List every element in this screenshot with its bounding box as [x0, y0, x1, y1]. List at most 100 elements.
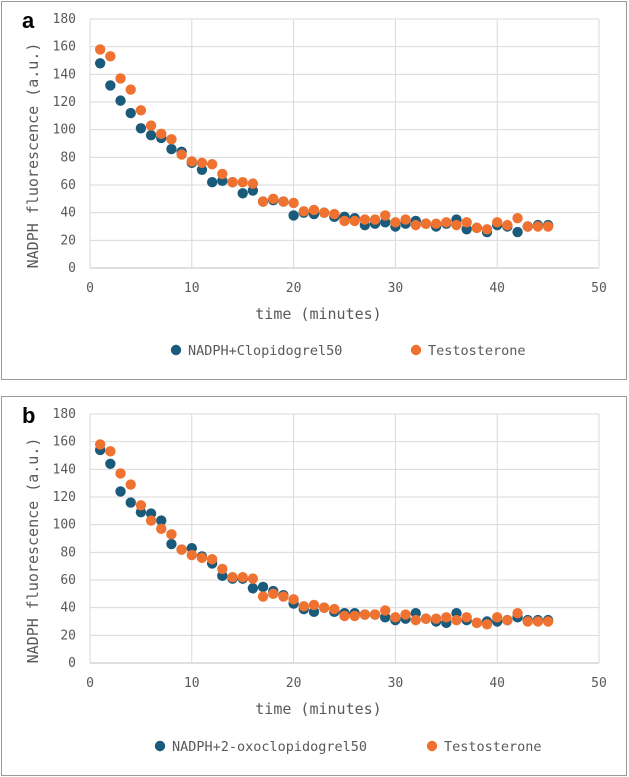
y-tick-label: 120	[53, 95, 76, 110]
data-point-series-2	[237, 572, 248, 583]
scatter-chart-b: 0 20 40 60 80 100 120 140 160 180 0 10 20 30 40 50 time …	[24, 407, 607, 755]
y-tick-label: 180	[53, 12, 76, 27]
data-point-series-2	[115, 468, 126, 479]
legend-label: Testosterone	[428, 343, 526, 359]
data-point-series-2	[430, 218, 442, 229]
data-point-series-2	[420, 613, 432, 624]
legend-marker	[410, 344, 422, 356]
data-point-series-2	[166, 529, 177, 540]
data-point-series-2	[247, 573, 259, 584]
data-point-series-2	[115, 73, 126, 84]
y-tick-label: 160	[53, 435, 76, 450]
data-point-series-2	[390, 217, 401, 228]
data-point-series-2	[542, 221, 554, 232]
data-point-series-2	[176, 544, 187, 555]
x-tick-label: 50	[591, 281, 607, 296]
data-point-series-2	[278, 591, 289, 602]
legend-marker	[170, 344, 182, 356]
data-point-series-2	[492, 217, 503, 228]
data-point-series-2	[512, 608, 523, 619]
data-point-series-2	[105, 446, 116, 457]
data-point-series-2	[532, 221, 544, 232]
data-point-series-2	[186, 156, 197, 167]
data-point-series-1	[257, 581, 269, 593]
legend-marker	[426, 740, 438, 752]
data-point-series-2	[186, 549, 197, 561]
data-point-series-1	[512, 226, 523, 238]
data-point-series-2	[461, 217, 472, 228]
data-point-series-2	[257, 591, 269, 602]
data-point-series-2	[380, 210, 391, 221]
data-point-series-1	[105, 458, 116, 469]
data-point-series-1	[115, 95, 126, 106]
data-point-series-2	[390, 612, 401, 623]
data-point-series-2	[502, 614, 513, 626]
legend-label: Testosterone	[444, 739, 542, 755]
y-tick-label: 20	[60, 628, 76, 643]
data-point-series-2	[268, 193, 279, 205]
data-point-series-2	[532, 616, 544, 627]
data-point-series-1	[145, 130, 157, 141]
data-point-series-2	[400, 214, 411, 225]
x-axis-title: time (minutes)	[255, 305, 381, 323]
chart-panel-a: a 0 20 40 60 80 100 120 140 160 180 0 10 20 30 40 50 tim…	[1, 1, 627, 380]
scatter-chart-a: 0 20 40 60 80 100 120 140 160 180 0 10 20 30 40 50 time …	[24, 12, 607, 359]
data-point-series-2	[176, 149, 187, 160]
data-point-series-1	[94, 58, 106, 69]
data-point-series-2	[268, 588, 279, 600]
data-point-series-2	[410, 219, 421, 231]
y-tick-label: 100	[53, 123, 76, 138]
x-tick-label: 10	[184, 676, 200, 691]
data-point-series-2	[329, 603, 340, 615]
x-tick-label: 40	[489, 676, 505, 691]
x-tick-label: 20	[286, 676, 302, 691]
data-point-series-2	[145, 120, 157, 131]
y-tick-label: 60	[60, 573, 76, 588]
data-point-series-2	[359, 609, 371, 620]
y-tick-label: 80	[60, 545, 76, 560]
data-point-series-1	[247, 583, 259, 594]
data-point-series-2	[206, 159, 218, 170]
panel-label: a	[22, 8, 35, 33]
x-tick-label: 20	[286, 281, 302, 296]
data-point-series-1	[166, 143, 177, 155]
data-point-series-2	[430, 613, 442, 624]
data-point-series-2	[369, 609, 381, 620]
data-point-series-2	[451, 219, 462, 231]
data-point-series-2	[339, 610, 350, 622]
data-point-series-2	[349, 610, 360, 622]
data-point-series-2	[522, 616, 533, 627]
data-point-series-1	[156, 515, 167, 526]
data-point-series-2	[145, 515, 157, 526]
data-point-series-2	[400, 609, 411, 620]
x-tick-label: 10	[184, 281, 200, 296]
y-tick-label: 40	[60, 601, 76, 616]
data-point-series-2	[441, 612, 452, 623]
data-point-series-2	[369, 214, 381, 225]
x-tick-label: 30	[388, 281, 404, 296]
y-tick-label: 60	[60, 178, 76, 193]
data-point-series-2	[410, 614, 421, 626]
data-point-series-2	[542, 616, 554, 627]
data-point-series-2	[481, 619, 493, 630]
data-point-series-2	[196, 157, 208, 169]
data-point-series-2	[308, 204, 320, 216]
data-point-series-2	[125, 84, 136, 95]
data-point-series-2	[329, 208, 340, 220]
data-point-series-2	[349, 215, 360, 227]
data-point-series-2	[94, 439, 106, 450]
data-point-series-2	[471, 222, 483, 234]
data-point-series-2	[206, 554, 218, 565]
chart-panel-b: b 0 20 40 60 80 100 120 140 160 180 0 10 20 30 40 50 tim…	[1, 396, 627, 776]
legend-label: NADPH+Clopidogrel50	[188, 343, 342, 359]
data-point-series-1	[206, 177, 218, 188]
data-point-series-2	[481, 224, 493, 235]
data-point-series-2	[451, 614, 462, 626]
y-tick-label: 40	[60, 206, 76, 221]
data-point-series-1	[105, 80, 116, 91]
legend-label: NADPH+2-oxoclopidogrel50	[172, 739, 367, 755]
data-point-series-2	[125, 479, 136, 490]
data-point-series-2	[105, 51, 116, 62]
data-point-series-2	[380, 605, 391, 616]
x-tick-label: 0	[86, 676, 94, 691]
